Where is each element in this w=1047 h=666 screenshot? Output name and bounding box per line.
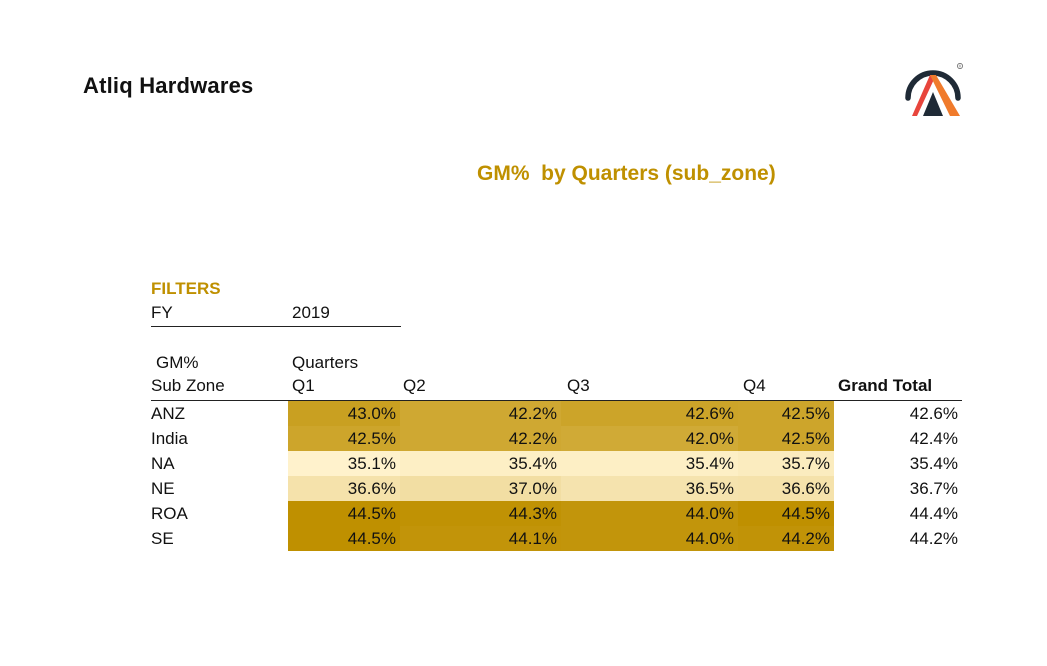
gm-cell-q1: 42.5% bbox=[288, 426, 400, 451]
row-label-sub-zone: NA bbox=[151, 454, 175, 473]
report-title: GM% by Quarters (sub_zone) bbox=[477, 162, 776, 185]
company-name: Atliq Hardwares bbox=[83, 73, 254, 98]
row-label-sub-zone: India bbox=[151, 429, 188, 448]
gm-cell-q2: 44.1% bbox=[400, 526, 561, 551]
gm-cell-q4: 42.5% bbox=[738, 426, 834, 451]
gm-cell-q1: 44.5% bbox=[288, 501, 400, 526]
column-header-q3: Q3 bbox=[567, 376, 590, 395]
filter-value[interactable]: 2019 bbox=[292, 303, 330, 322]
filters-heading: FILTERS bbox=[151, 279, 221, 298]
column-field-label[interactable]: Quarters bbox=[292, 353, 359, 372]
filter-fy[interactable]: FY 2019 bbox=[151, 303, 401, 327]
gm-cell-q1: 36.6% bbox=[288, 476, 400, 501]
gm-cell-q3: 36.5% bbox=[561, 476, 738, 501]
atliq-logo-graphic: ® bbox=[905, 63, 963, 116]
table-row: SE 44.5% 44.1% 44.0% 44.2% 44.2% bbox=[151, 526, 962, 551]
grand-total-cell: 44.2% bbox=[909, 529, 958, 548]
table-row: ROA 44.5% 44.3% 44.0% 44.5% 44.4% bbox=[151, 501, 962, 526]
value-field-label: GM% bbox=[156, 353, 199, 372]
gm-cell-q3: 44.0% bbox=[561, 501, 738, 526]
pivot-body: ANZ 43.0% 42.2% 42.6% 42.5% 42.6% India 42.5% 42… bbox=[151, 401, 962, 551]
row-label-sub-zone: ROA bbox=[151, 504, 188, 523]
gm-cell-q2: 42.2% bbox=[400, 426, 561, 451]
row-label-sub-zone: NE bbox=[151, 479, 175, 498]
table-row: ANZ 43.0% 42.2% 42.6% 42.5% 42.6% bbox=[151, 401, 962, 426]
grand-total-cell: 35.4% bbox=[909, 454, 958, 473]
row-label-sub-zone: SE bbox=[151, 529, 174, 548]
gm-cell-q3: 44.0% bbox=[561, 526, 738, 551]
column-header-q4: Q4 bbox=[743, 376, 766, 395]
column-header-q2: Q2 bbox=[403, 376, 426, 395]
table-row: India 42.5% 42.2% 42.0% 42.5% 42.4% bbox=[151, 426, 962, 451]
row-label-sub-zone: ANZ bbox=[151, 404, 185, 423]
grand-total-cell: 42.4% bbox=[909, 429, 958, 448]
gm-cell-q4: 44.5% bbox=[738, 501, 834, 526]
pivot-header-row-1: GM% Quarters bbox=[151, 353, 962, 376]
gm-cell-q4: 44.2% bbox=[738, 526, 834, 551]
column-header-q1: Q1 bbox=[292, 376, 315, 395]
pivot-table: GM% Quarters Sub Zone Q1 Q2 Q3 Q4 Grand … bbox=[151, 353, 962, 551]
grand-total-cell: 44.4% bbox=[909, 504, 958, 523]
gm-cell-q1: 44.5% bbox=[288, 526, 400, 551]
gm-cell-q3: 42.0% bbox=[561, 426, 738, 451]
table-row: NA 35.1% 35.4% 35.4% 35.7% 35.4% bbox=[151, 451, 962, 476]
gm-cell-q3: 35.4% bbox=[561, 451, 738, 476]
grand-total-cell: 42.6% bbox=[909, 404, 958, 423]
atliq-logo-icon: ® bbox=[900, 62, 966, 120]
column-header-grand-total: Grand Total bbox=[838, 376, 933, 395]
gm-cell-q2: 44.3% bbox=[400, 501, 561, 526]
filter-label: FY bbox=[151, 303, 173, 322]
gm-cell-q1: 35.1% bbox=[288, 451, 400, 476]
gm-cell-q2: 37.0% bbox=[400, 476, 561, 501]
table-row: NE 36.6% 37.0% 36.5% 36.6% 36.7% bbox=[151, 476, 962, 501]
gm-cell-q4: 42.5% bbox=[738, 401, 834, 426]
gm-cell-q2: 42.2% bbox=[400, 401, 561, 426]
gm-cell-q3: 42.6% bbox=[561, 401, 738, 426]
pivot-header-row-2: Sub Zone Q1 Q2 Q3 Q4 Grand Total bbox=[151, 376, 962, 401]
registered-mark: ® bbox=[958, 64, 961, 68]
gm-cell-q4: 36.6% bbox=[738, 476, 834, 501]
gm-cell-q1: 43.0% bbox=[288, 401, 400, 426]
grand-total-cell: 36.7% bbox=[909, 479, 958, 498]
row-field-label[interactable]: Sub Zone bbox=[151, 376, 225, 395]
gm-cell-q2: 35.4% bbox=[400, 451, 561, 476]
gm-cell-q4: 35.7% bbox=[738, 451, 834, 476]
